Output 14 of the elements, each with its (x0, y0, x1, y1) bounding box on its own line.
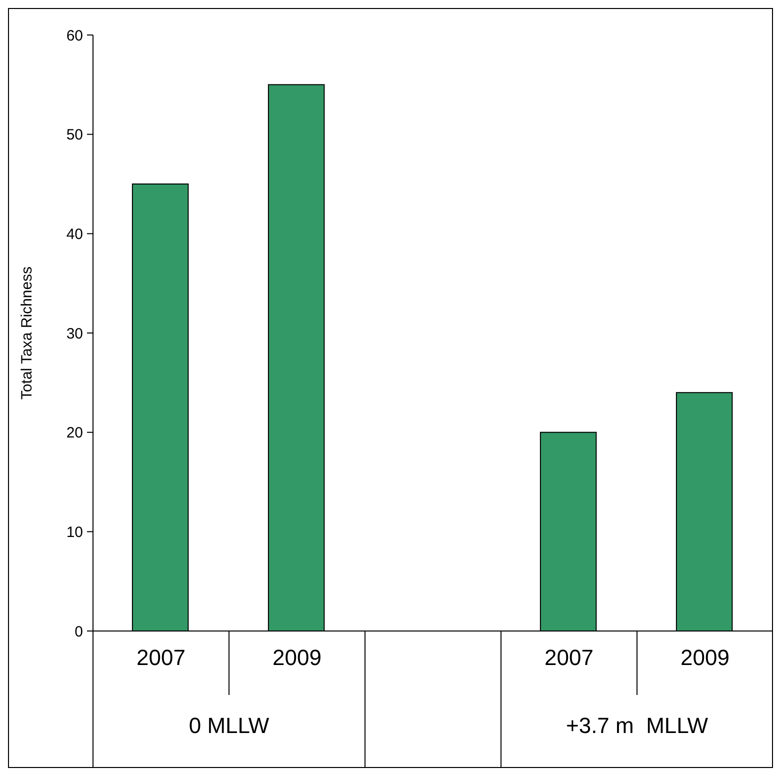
y-axis-title: Total Taxa Richness (18, 266, 36, 400)
text: 0 MLLW (188, 713, 270, 738)
y-tick-label: 40 (66, 226, 83, 243)
y-tick-label: 60 (66, 27, 83, 44)
y-tick-label: 0 (74, 623, 83, 640)
y-tick-label: 10 (66, 524, 83, 541)
y-tick-label: 50 (66, 126, 83, 144)
x-tick-label: 2007 (136, 645, 186, 670)
text: +3.7 m MLLW (566, 713, 708, 738)
y-tick-label: 20 (66, 424, 83, 442)
x-tick-label: 2009 (680, 645, 730, 670)
x-tick-label: 2009 (272, 645, 322, 670)
y-tick-label: 30 (66, 325, 83, 342)
x-tick-label: 2007 (544, 645, 594, 670)
